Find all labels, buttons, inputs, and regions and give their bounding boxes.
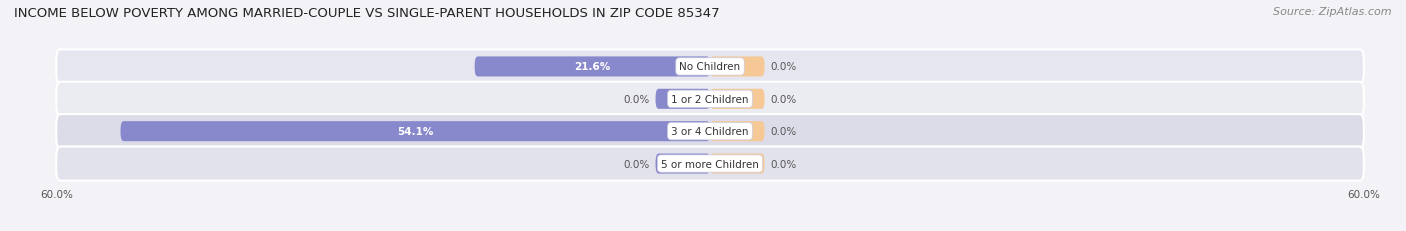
Text: 0.0%: 0.0%	[770, 94, 796, 104]
Text: 5 or more Children: 5 or more Children	[661, 159, 759, 169]
FancyBboxPatch shape	[655, 154, 710, 174]
Text: 0.0%: 0.0%	[770, 62, 796, 72]
Text: No Children: No Children	[679, 62, 741, 72]
Text: 0.0%: 0.0%	[770, 159, 796, 169]
FancyBboxPatch shape	[121, 122, 710, 142]
Text: 1 or 2 Children: 1 or 2 Children	[671, 94, 749, 104]
FancyBboxPatch shape	[56, 50, 1364, 84]
Text: 3 or 4 Children: 3 or 4 Children	[671, 127, 749, 137]
FancyBboxPatch shape	[655, 89, 710, 109]
Text: 0.0%: 0.0%	[624, 94, 650, 104]
FancyBboxPatch shape	[56, 115, 1364, 149]
FancyBboxPatch shape	[56, 82, 1364, 116]
FancyBboxPatch shape	[710, 57, 765, 77]
FancyBboxPatch shape	[56, 147, 1364, 181]
FancyBboxPatch shape	[710, 89, 765, 109]
FancyBboxPatch shape	[475, 57, 710, 77]
Text: INCOME BELOW POVERTY AMONG MARRIED-COUPLE VS SINGLE-PARENT HOUSEHOLDS IN ZIP COD: INCOME BELOW POVERTY AMONG MARRIED-COUPL…	[14, 7, 720, 20]
Text: Source: ZipAtlas.com: Source: ZipAtlas.com	[1274, 7, 1392, 17]
FancyBboxPatch shape	[710, 122, 765, 142]
Text: 0.0%: 0.0%	[624, 159, 650, 169]
Text: 21.6%: 21.6%	[574, 62, 610, 72]
FancyBboxPatch shape	[710, 154, 765, 174]
Text: 0.0%: 0.0%	[770, 127, 796, 137]
Text: 54.1%: 54.1%	[396, 127, 433, 137]
